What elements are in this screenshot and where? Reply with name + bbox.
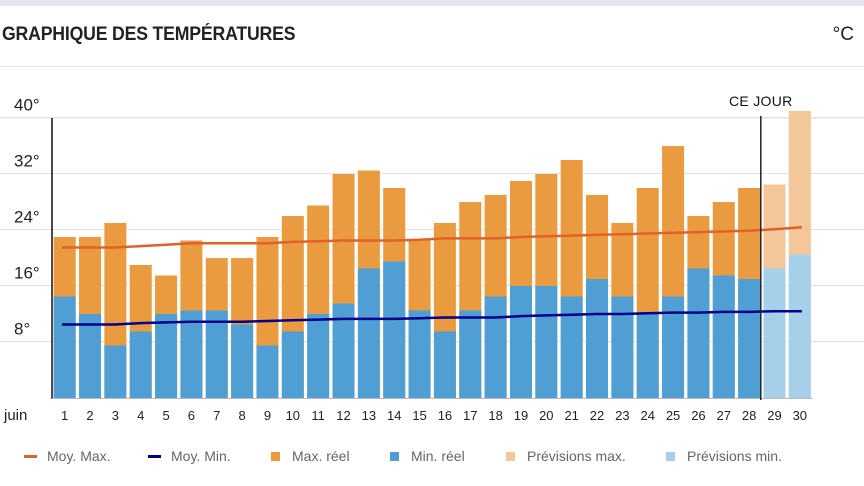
x-tick-label: 8 bbox=[239, 408, 246, 423]
x-tick-label: 4 bbox=[137, 408, 144, 423]
legend-swatch-avg-min bbox=[148, 454, 161, 458]
bar-min-real bbox=[611, 296, 634, 398]
bar-min-real bbox=[662, 296, 685, 398]
x-tick-label: 2 bbox=[86, 408, 93, 423]
legend-item-avg-max: Moy. Max. bbox=[24, 448, 111, 464]
x-tick-label: 25 bbox=[666, 408, 680, 423]
series-line-avg-min bbox=[62, 309, 802, 326]
bar-min-real bbox=[104, 345, 127, 398]
legend-label: Moy. Min. bbox=[171, 448, 231, 464]
bar-min-real bbox=[509, 286, 532, 398]
unit-label: °C bbox=[832, 24, 854, 45]
y-tick-label: 40° bbox=[14, 96, 40, 115]
legend-item-forecast-max: Prévisions max. bbox=[506, 448, 626, 464]
bar-min-real bbox=[459, 310, 482, 398]
x-tick-label: 18 bbox=[488, 408, 502, 423]
chart-header: GRAPHIQUE DES TEMPÉRATURES °C bbox=[0, 6, 864, 67]
bar-min-real bbox=[357, 268, 380, 398]
x-tick-label: 23 bbox=[615, 408, 629, 423]
y-tick-label: 16° bbox=[14, 264, 40, 283]
bar-min-real bbox=[433, 331, 456, 398]
x-tick-label: 14 bbox=[387, 408, 401, 423]
bar-min-real bbox=[53, 296, 76, 398]
bar-min-real bbox=[408, 310, 431, 398]
today-label: CE JOUR bbox=[729, 93, 793, 109]
bar-min-real bbox=[180, 310, 203, 398]
bar-min-real bbox=[307, 314, 330, 398]
legend-item-forecast-min: Prévisions min. bbox=[666, 448, 782, 464]
x-tick-label: 21 bbox=[564, 408, 578, 423]
legend-item-max-real: Max. réel bbox=[271, 448, 350, 464]
bar-min-real bbox=[535, 286, 558, 398]
x-tick-label: 13 bbox=[362, 408, 376, 423]
bar-min-real bbox=[332, 303, 355, 398]
legend-label: Prévisions max. bbox=[527, 448, 626, 464]
x-tick-label: 20 bbox=[539, 408, 553, 423]
x-tick-label: 5 bbox=[162, 408, 169, 423]
chart-legend: Moy. Max. Moy. Min. Max. réel Min. réel … bbox=[0, 448, 864, 472]
bar-min-real bbox=[586, 279, 609, 398]
legend-item-avg-min: Moy. Min. bbox=[148, 448, 231, 464]
x-tick-label: 16 bbox=[438, 408, 452, 423]
legend-label: Min. réel bbox=[411, 448, 465, 464]
x-tick-label: 12 bbox=[336, 408, 350, 423]
bar-min-real bbox=[687, 268, 710, 398]
bar-min-real bbox=[205, 310, 228, 398]
bar-min-real bbox=[129, 331, 152, 398]
x-tick-label: 22 bbox=[590, 408, 604, 423]
bar-min-real bbox=[155, 314, 178, 398]
bar-min-real bbox=[484, 296, 507, 398]
x-tick-label: 28 bbox=[742, 408, 756, 423]
x-tick-label: 1 bbox=[61, 408, 68, 423]
bar-min-real bbox=[560, 296, 583, 398]
x-tick-label: 27 bbox=[717, 408, 731, 423]
x-tick-label: 19 bbox=[514, 408, 528, 423]
x-tick-label: 17 bbox=[463, 408, 477, 423]
x-tick-label: 15 bbox=[412, 408, 426, 423]
bar-forecast-min bbox=[763, 268, 786, 398]
chart-title: GRAPHIQUE DES TEMPÉRATURES bbox=[2, 24, 296, 45]
legend-label: Prévisions min. bbox=[687, 448, 782, 464]
series-line-avg-max bbox=[62, 225, 802, 249]
x-tick-label: 6 bbox=[188, 408, 195, 423]
y-tick-label: 24° bbox=[14, 208, 40, 227]
legend-label: Max. réel bbox=[292, 448, 350, 464]
x-tick-label: 29 bbox=[767, 408, 781, 423]
x-tick-label: 11 bbox=[311, 408, 325, 423]
x-tick-label: 3 bbox=[112, 408, 119, 423]
bar-min-real bbox=[79, 314, 102, 398]
bar-min-real bbox=[231, 324, 254, 398]
legend-item-min-real: Min. réel bbox=[390, 448, 465, 464]
x-tick-label: 9 bbox=[264, 408, 271, 423]
x-tick-label: 26 bbox=[691, 408, 705, 423]
x-tick-label: 7 bbox=[213, 408, 220, 423]
bar-min-real bbox=[636, 314, 659, 398]
x-tick-label: 30 bbox=[793, 408, 807, 423]
x-axis-title: juin bbox=[3, 407, 27, 424]
bar-min-real bbox=[281, 331, 304, 398]
x-tick-label: 10 bbox=[286, 408, 300, 423]
legend-swatch-max-real bbox=[271, 451, 280, 461]
legend-swatch-avg-max bbox=[24, 454, 37, 458]
y-tick-label: 8° bbox=[14, 320, 30, 339]
y-tick-label: 32° bbox=[14, 152, 40, 171]
bar-min-real bbox=[712, 275, 735, 398]
top-strip bbox=[0, 0, 864, 6]
bar-min-real bbox=[383, 261, 406, 398]
legend-label: Moy. Max. bbox=[47, 448, 111, 464]
bar-min-real bbox=[256, 345, 279, 398]
legend-swatch-forecast-max bbox=[506, 451, 515, 461]
bar-forecast-min bbox=[788, 254, 811, 398]
legend-swatch-min-real bbox=[390, 451, 399, 461]
bar-min-real bbox=[738, 279, 761, 398]
legend-swatch-forecast-min bbox=[666, 451, 675, 461]
x-tick-label: 24 bbox=[640, 408, 654, 423]
